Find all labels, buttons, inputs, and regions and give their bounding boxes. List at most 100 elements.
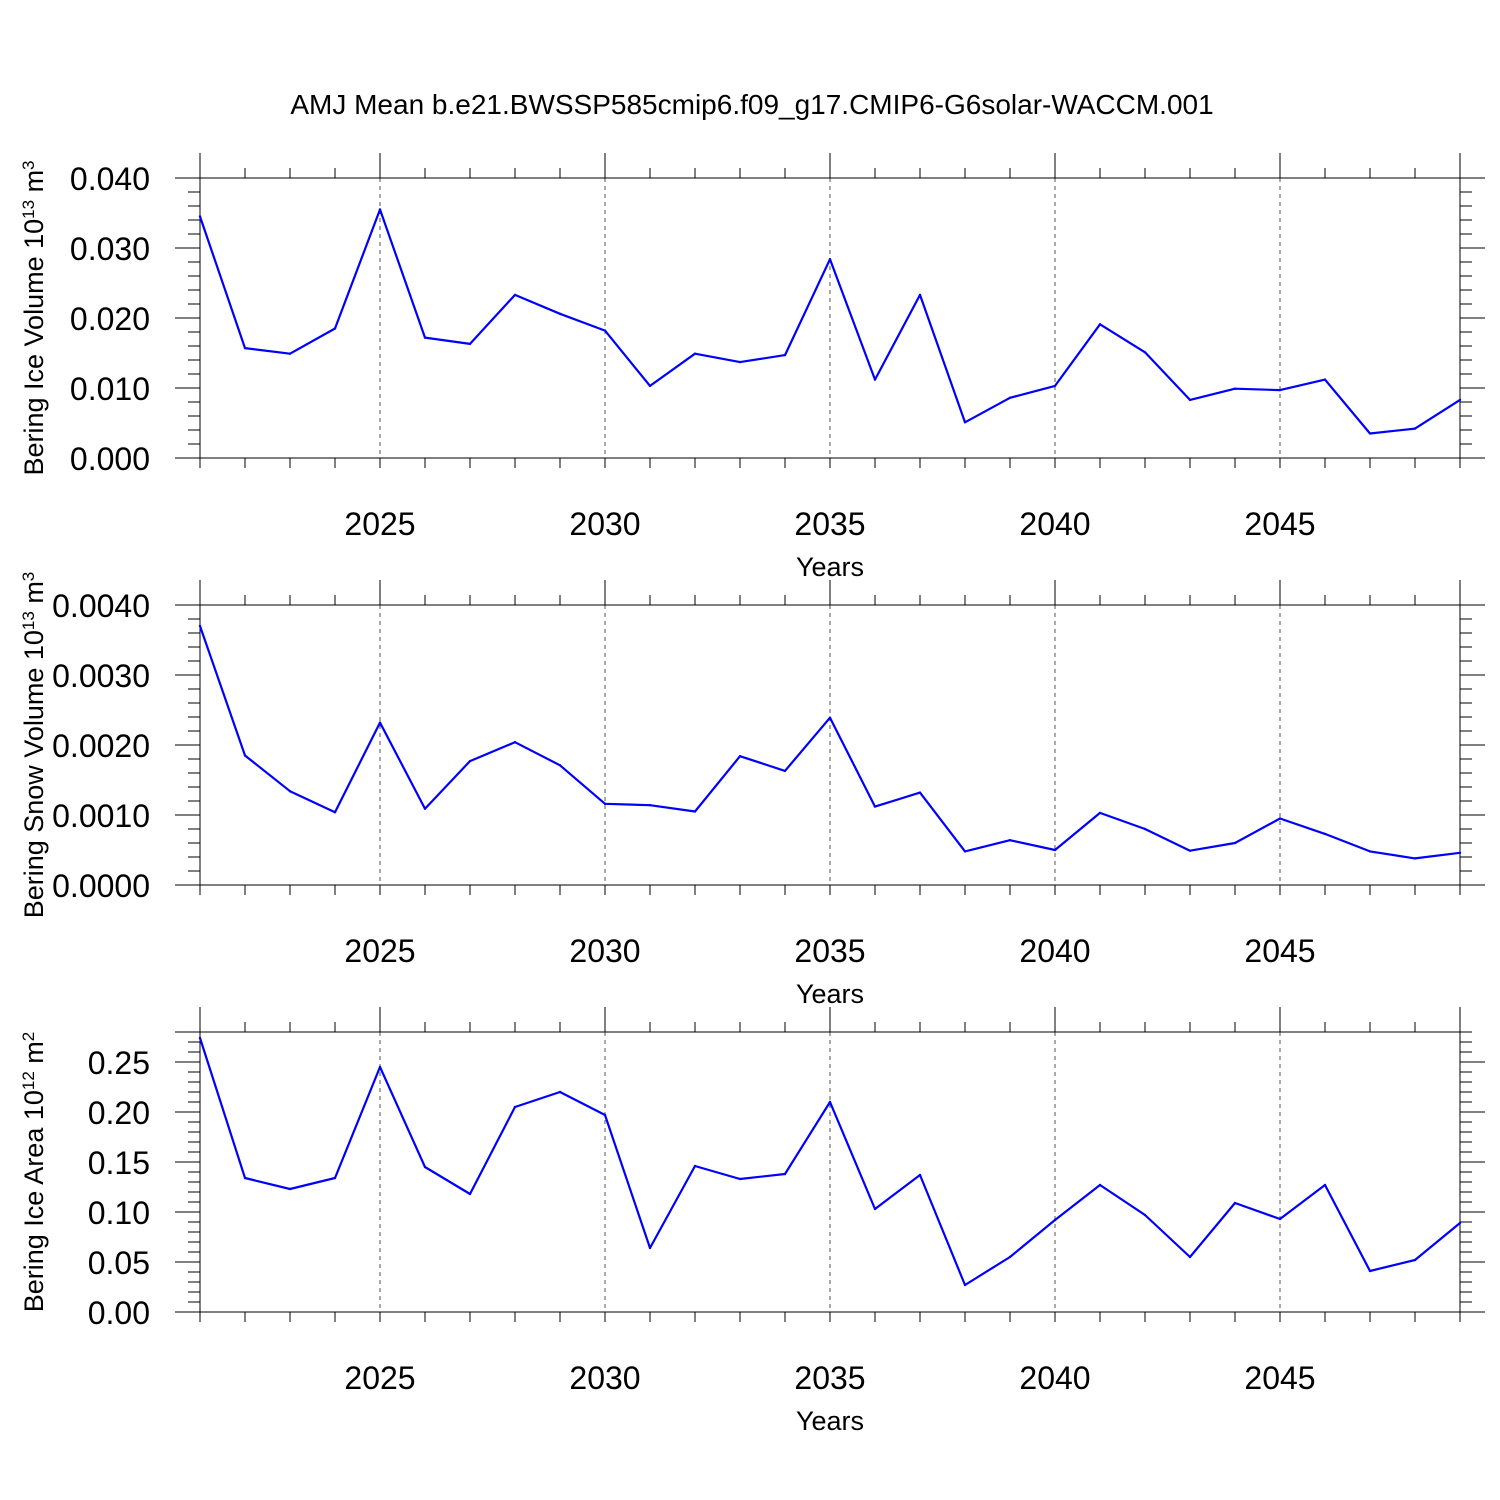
data-point <box>243 754 247 757</box>
data-point <box>513 293 517 297</box>
y-axis-title: Bering Ice Area 1012 m2 <box>19 1032 50 1313</box>
data-point <box>873 1207 877 1211</box>
data-point <box>558 1090 562 1094</box>
data-point <box>198 624 202 628</box>
x-tick-label: 2045 <box>1244 506 1315 542</box>
data-point <box>468 1192 472 1196</box>
data-point <box>648 804 652 807</box>
data-point <box>693 352 697 355</box>
x-axis-title: Years <box>796 1406 864 1436</box>
data-point <box>288 352 292 355</box>
y-tick-label: 0.0000 <box>52 868 150 904</box>
y-tick-label: 0.0010 <box>52 798 150 834</box>
data-point <box>783 1172 787 1176</box>
x-tick-label: 2040 <box>1019 933 1090 969</box>
data-point <box>603 1113 607 1117</box>
data-point <box>1233 387 1237 390</box>
data-point <box>1098 1183 1102 1187</box>
x-tick-label: 2035 <box>794 933 865 969</box>
data-point <box>333 811 337 814</box>
data-point <box>783 769 787 773</box>
y-tick-label: 0.25 <box>88 1045 150 1081</box>
data-point <box>1278 388 1282 392</box>
y-tick-label: 0.0030 <box>52 658 150 694</box>
y-tick-label: 0.020 <box>70 301 150 337</box>
data-point <box>1458 851 1462 854</box>
y-tick-label: 0.10 <box>88 1195 150 1231</box>
data-point <box>1278 817 1282 820</box>
data-point <box>1188 1255 1192 1259</box>
data-point <box>963 421 967 424</box>
y-tick-label: 0.20 <box>88 1095 150 1131</box>
data-point <box>603 329 607 332</box>
x-tick-label: 2025 <box>344 1360 415 1396</box>
x-tick-label: 2025 <box>344 933 415 969</box>
data-point <box>1143 351 1147 354</box>
data-point <box>828 716 832 719</box>
data-point <box>558 764 562 767</box>
data-point <box>828 258 832 261</box>
data-point <box>1323 1183 1327 1187</box>
data-point <box>738 360 742 364</box>
data-point <box>1188 849 1192 852</box>
data-point <box>963 850 967 853</box>
data-point <box>378 721 382 724</box>
data-point <box>243 346 247 350</box>
data-point <box>783 353 787 357</box>
data-point <box>333 327 337 330</box>
x-tick-label: 2030 <box>569 506 640 542</box>
data-point <box>198 1036 202 1040</box>
data-point <box>513 741 517 744</box>
y-tick-label: 0.05 <box>88 1245 150 1281</box>
data-point <box>423 1165 427 1169</box>
data-point <box>963 1283 967 1287</box>
data-point <box>1053 384 1057 388</box>
data-point <box>243 1176 247 1180</box>
y-tick-label: 0.0020 <box>52 728 150 764</box>
panels: 0.000 0.010 0.020 0.030 0.040 2025 2030 2035 204… <box>19 153 1485 1436</box>
data-point <box>1323 378 1327 381</box>
data-point <box>1143 827 1147 831</box>
data-point <box>1278 1217 1282 1221</box>
data-point <box>1368 432 1372 435</box>
data-point <box>333 1176 337 1180</box>
data-point <box>1098 811 1102 815</box>
data-point <box>738 755 742 758</box>
data-point <box>1143 1213 1147 1217</box>
x-tick-label: 2030 <box>569 933 640 969</box>
y-tick-label: 0.040 <box>70 161 150 197</box>
x-tick-label: 2045 <box>1244 933 1315 969</box>
data-point <box>1233 1201 1237 1205</box>
data-point <box>1188 398 1192 402</box>
data-point <box>288 790 292 793</box>
x-tick-label: 2030 <box>569 1360 640 1396</box>
y-tick-label: 0.000 <box>70 441 150 477</box>
x-tick-label: 2045 <box>1244 1360 1315 1396</box>
x-tick-label: 2035 <box>794 1360 865 1396</box>
chart-panel-3: 0.00 0.05 0.10 0.15 0.20 0.25 2025 2030 2035 2040… <box>19 1007 1485 1436</box>
figure-title: AMJ Mean b.e21.BWSSP585cmip6.f09_g17.CMI… <box>290 89 1213 120</box>
data-point <box>1368 850 1372 853</box>
data-point <box>1368 1269 1372 1273</box>
x-axis-title: Years <box>796 979 864 1009</box>
x-tick-label: 2040 <box>1019 1360 1090 1396</box>
data-point <box>423 807 427 810</box>
data-point <box>648 384 652 388</box>
data-point <box>1098 323 1102 326</box>
data-point <box>873 378 877 381</box>
data-point <box>1233 841 1237 845</box>
y-tick-label: 0.010 <box>70 371 150 407</box>
data-point <box>288 1187 292 1191</box>
data-point <box>918 791 922 794</box>
data-point <box>648 1246 652 1250</box>
y-tick-label: 0.0040 <box>52 588 150 624</box>
data-point <box>693 810 697 813</box>
data-point <box>1413 1258 1417 1262</box>
chart-panel-1: 0.000 0.010 0.020 0.030 0.040 2025 2030 2035 204… <box>19 153 1485 582</box>
data-point <box>468 342 472 346</box>
data-point <box>1008 396 1012 399</box>
data-point <box>558 312 562 315</box>
data-point <box>423 336 427 339</box>
data-point <box>1323 832 1327 836</box>
